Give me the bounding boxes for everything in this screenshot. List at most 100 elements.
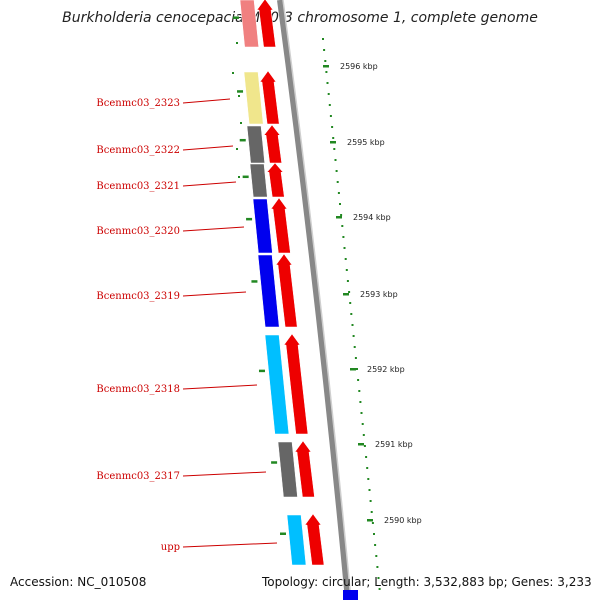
- bottom-blue-segment: [343, 590, 358, 600]
- gene-block-bcenmc03_2321[interactable]: [249, 163, 268, 198]
- gene-arrow-bcenmc03_2321[interactable]: [266, 162, 285, 198]
- tick-dot: [376, 566, 379, 568]
- tick-dot: [325, 71, 328, 73]
- tick-dot: [370, 511, 373, 513]
- map-title: Burkholderia cenocepacia MC0-3 chromosom…: [62, 10, 538, 26]
- gene-block-bcenmc03_2319[interactable]: [257, 254, 280, 328]
- tick-dot: [327, 93, 330, 95]
- tick-dot: [356, 368, 358, 370]
- left-tick-dot: [236, 148, 238, 150]
- gene-block-bcenmc03_2320[interactable]: [252, 198, 273, 254]
- tick-dot: [365, 456, 368, 458]
- tick-mark: [367, 519, 373, 522]
- tick-label: 2595 kbp: [347, 138, 385, 147]
- gene-leader-line: [182, 181, 237, 187]
- gene-block-bcenmc03_2322[interactable]: [246, 125, 265, 164]
- gene-label-upp[interactable]: upp: [161, 542, 180, 553]
- tick-dot: [369, 500, 372, 502]
- tick-dot: [351, 324, 354, 326]
- gene-label-bcenmc03_2318[interactable]: Bcenmc03_2318: [96, 384, 180, 395]
- tick-dot: [345, 269, 348, 271]
- left-tick-dot: [240, 122, 242, 124]
- gene-tick-dash: [232, 16, 239, 19]
- tick-dot: [366, 467, 369, 469]
- tick-dot: [378, 588, 381, 590]
- gene-block-upp[interactable]: [286, 514, 307, 566]
- backbone-strand: [277, 0, 351, 600]
- tick-dot: [323, 49, 326, 51]
- gene-tick-dash: [242, 175, 249, 179]
- tick-dot: [349, 302, 352, 304]
- tick-dot: [324, 60, 327, 62]
- tick-dot: [326, 82, 329, 84]
- gene-label-bcenmc03_2321[interactable]: Bcenmc03_2321: [96, 181, 180, 192]
- tick-dot: [361, 423, 364, 425]
- gene-arrow-bcenmc03_2317[interactable]: [294, 440, 315, 498]
- left-tick-dot: [232, 72, 234, 74]
- tick-label: 2596 kbp: [340, 62, 378, 71]
- gene-tick-dash: [251, 280, 258, 283]
- gene-arrow-bcenmc03_2323[interactable]: [259, 70, 280, 125]
- tick-dot: [329, 115, 332, 117]
- tick-dot: [337, 192, 340, 194]
- tick-dot: [371, 522, 374, 524]
- tick-dot: [350, 313, 353, 315]
- tick-label: 2591 kbp: [375, 440, 413, 449]
- tick-dot: [339, 203, 341, 205]
- gene-arrow-upp[interactable]: [304, 513, 325, 566]
- tick-dot: [348, 291, 351, 293]
- gene-group: Bcenmc03_2323 Bcenmc03_2322 Bcenmc03_2321 B…: [96, 0, 325, 566]
- gene-leader-line: [182, 384, 258, 390]
- tick-mark: [336, 216, 342, 219]
- gene-label-bcenmc03_2322[interactable]: Bcenmc03_2322: [96, 145, 180, 156]
- tick-dot: [340, 214, 343, 216]
- gene-arrow-bcenmc03_2322[interactable]: [263, 124, 282, 164]
- gene-block-top[interactable]: [239, 0, 259, 48]
- tick-dot: [373, 533, 375, 535]
- tick-label: 2594 kbp: [353, 213, 391, 222]
- gene-label-bcenmc03_2319[interactable]: Bcenmc03_2319: [96, 291, 180, 302]
- gene-arrow-bcenmc03_2320[interactable]: [270, 197, 291, 254]
- gene-block-bcenmc03_2318[interactable]: [264, 334, 290, 435]
- tick-label: 2590 kbp: [384, 516, 422, 525]
- left-tick-dot: [236, 42, 238, 44]
- gene-tick-dash: [237, 90, 244, 93]
- tick-dot: [354, 357, 357, 359]
- tick-dot: [357, 379, 360, 381]
- tick-dot: [334, 159, 337, 161]
- tick-dot: [346, 280, 349, 282]
- tick-mark: [350, 368, 356, 371]
- tick-dot: [332, 137, 335, 139]
- tick-dot: [375, 555, 378, 557]
- tick-dot: [331, 126, 334, 128]
- tick-dot: [353, 346, 356, 348]
- tick-mark: [323, 65, 329, 68]
- gene-leader-line: [182, 291, 247, 297]
- gene-arrow-bcenmc03_2319[interactable]: [275, 253, 298, 328]
- tick-dot: [344, 258, 347, 260]
- gene-arrow-top[interactable]: [256, 0, 276, 48]
- gene-tick-dash: [280, 532, 286, 535]
- accession-text: Accession: NC_010508: [10, 575, 147, 589]
- gene-leader-line: [182, 226, 245, 232]
- tick-dot: [377, 577, 380, 579]
- tick-dot: [333, 148, 336, 150]
- gene-block-bcenmc03_2323[interactable]: [243, 71, 264, 125]
- genome-summary-text: Topology: circular; Length: 3,532,883 bp…: [262, 575, 592, 589]
- tick-mark: [358, 443, 364, 446]
- gene-label-bcenmc03_2317[interactable]: Bcenmc03_2317: [96, 471, 180, 482]
- tick-group: 2596 kbp 2595 kbp 2594 kbp 2593 kbp 2592 kbp…: [322, 38, 422, 590]
- gene-tick-dash: [246, 217, 253, 221]
- tick-dot: [352, 335, 355, 337]
- gene-label-bcenmc03_2323[interactable]: Bcenmc03_2323: [96, 98, 180, 109]
- gene-leader-line: [182, 471, 267, 477]
- tick-dot: [368, 489, 371, 491]
- tick-mark: [343, 293, 349, 296]
- tick-dot: [360, 412, 363, 414]
- gene-label-bcenmc03_2320[interactable]: Bcenmc03_2320: [96, 226, 180, 237]
- tick-dot: [343, 247, 346, 249]
- tick-dot: [359, 401, 362, 403]
- gene-block-bcenmc03_2317[interactable]: [277, 441, 298, 498]
- gene-arrow-bcenmc03_2318[interactable]: [283, 333, 309, 435]
- tick-dot: [335, 170, 338, 172]
